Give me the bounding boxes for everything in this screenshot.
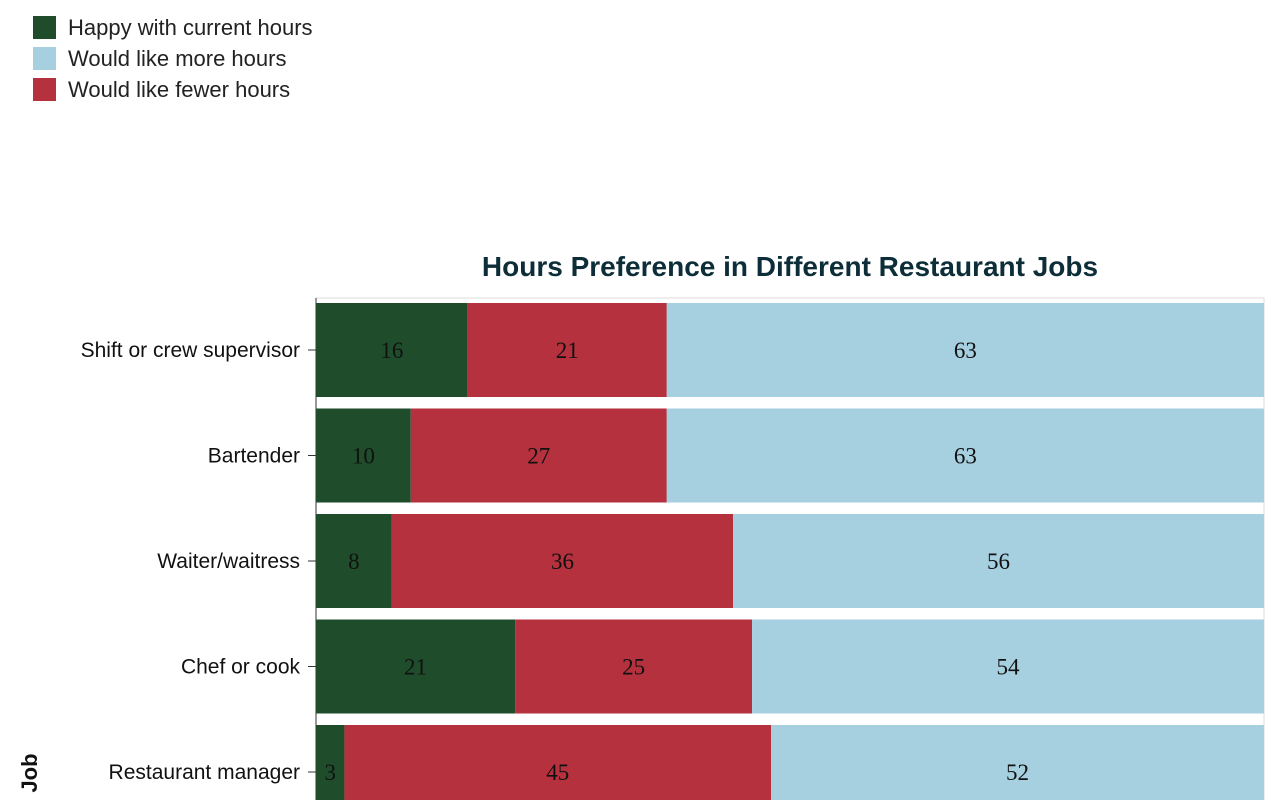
bar-segment [316, 725, 345, 800]
legend-swatch-more [33, 47, 56, 70]
y-tick-label: Restaurant manager [109, 761, 300, 784]
chart-title: Hours Preference in Different Restaurant… [481, 251, 1099, 282]
y-tick-label: Waiter/waitress [157, 550, 300, 573]
bar-segment [316, 303, 468, 397]
bar-segment [467, 303, 667, 397]
bar-segment [391, 514, 734, 608]
data-label: 36 [551, 549, 574, 574]
legend-label-fewer: Would like fewer hours [68, 76, 291, 102]
bar-segment [344, 725, 772, 800]
data-label: 45 [546, 760, 569, 785]
bar-segment [316, 619, 516, 714]
data-label: 52 [1006, 760, 1029, 785]
data-label: 8 [348, 549, 360, 574]
data-label: 27 [527, 444, 550, 469]
legend-swatch-happy [33, 16, 56, 39]
bar-segment [771, 725, 1264, 800]
bar-segment [666, 303, 1264, 397]
legend-item-fewer[interactable]: Would like fewer hours [33, 74, 313, 105]
bar-segment [410, 408, 667, 503]
data-label: 21 [556, 338, 579, 363]
y-axis-title: Job [17, 753, 42, 793]
y-tick-label: Chef or cook [181, 656, 301, 679]
data-label: 16 [380, 338, 403, 363]
bar-segment [316, 408, 411, 503]
data-label: 54 [997, 655, 1021, 680]
legend-swatch-fewer [33, 78, 56, 101]
data-label: 21 [404, 655, 427, 680]
bar-segment [515, 619, 753, 714]
data-label: 25 [622, 655, 645, 680]
data-label: 63 [954, 444, 977, 469]
bar-segment [752, 619, 1264, 714]
data-label: 63 [954, 338, 977, 363]
data-label: 10 [352, 444, 375, 469]
legend-label-more: Would like more hours [68, 45, 287, 71]
legend-item-happy[interactable]: Happy with current hours [33, 12, 313, 43]
legend-label-happy: Happy with current hours [68, 14, 313, 40]
y-tick-label: Shift or crew supervisor [81, 339, 300, 362]
data-label: 56 [987, 549, 1010, 574]
legend-item-more[interactable]: Would like more hours [33, 43, 313, 74]
bar-segment [666, 408, 1264, 503]
legend: Happy with current hours Would like more… [33, 12, 313, 105]
bar-segment [316, 514, 392, 608]
y-tick-label: Bartender [208, 445, 300, 468]
data-label: 3 [324, 760, 336, 785]
bar-segment [733, 514, 1264, 608]
